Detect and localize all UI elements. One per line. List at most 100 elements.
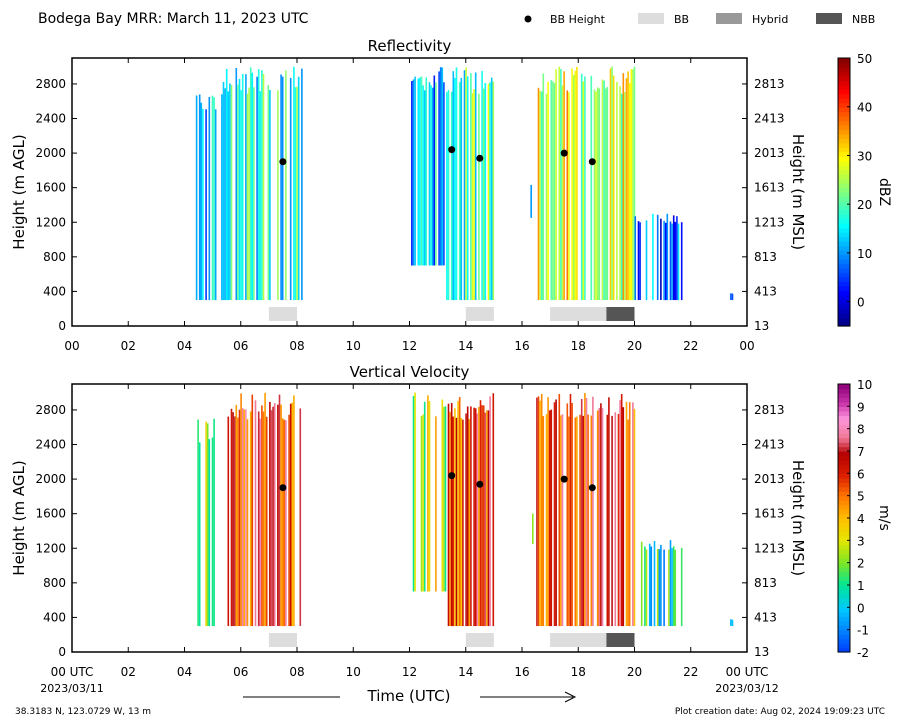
colorbar-segment (838, 580, 850, 586)
heatmap-column-3 (466, 76, 469, 301)
heatmap-column-6 (640, 541, 643, 627)
heatmap-column-2 (428, 401, 431, 592)
y-tick-label-3: 1200 (35, 215, 66, 229)
colorbar-segment (838, 196, 850, 202)
colorbar-segment (838, 205, 850, 211)
heatmap-column-5 (617, 414, 620, 627)
colorbar-segment (838, 437, 850, 443)
y-axis-label-0: Height (m AGL) (10, 134, 28, 249)
heatmap-column-5 (614, 412, 617, 626)
heatmap-column-0 (213, 418, 215, 627)
heatmap-column-1 (264, 392, 266, 626)
heatmap-column-3 (458, 397, 461, 626)
heatmap-column-5 (606, 87, 609, 300)
heatmap-column-6 (645, 549, 648, 627)
colorbar-frame-0 (837, 57, 851, 327)
heatmap-column-5 (569, 393, 572, 627)
colorbar-tick-label-2: 0 (857, 601, 865, 615)
heatmap-column-3 (455, 67, 458, 301)
x-axis-label: Time (UTC) (367, 687, 451, 705)
heatmap-column-1 (227, 416, 230, 626)
x-tick-label-10: 20 (627, 665, 642, 679)
colorbar-segment (838, 160, 850, 166)
heatmap-column-5 (568, 92, 570, 300)
colorbar-segment (838, 183, 850, 189)
legend-label-1: BB (674, 13, 689, 26)
colorbar-segment (838, 625, 850, 631)
y-tick-label-1: 400 (43, 610, 66, 624)
bb-height-point-1 (448, 472, 456, 480)
heatmap-column-1 (246, 419, 249, 627)
heatmap-column-1 (238, 409, 241, 626)
heatmap-column-7 (731, 293, 734, 301)
colorbar-segment (838, 384, 850, 390)
heatmap-column-6 (656, 548, 659, 626)
heatmap-column-3 (478, 93, 480, 301)
colorbar-segment (838, 558, 850, 564)
colorbar-segment (838, 299, 850, 305)
heatmap-column-1 (277, 90, 279, 301)
heatmap-column-3 (450, 91, 453, 301)
heatmap-column-6 (637, 221, 640, 301)
colorbar-segment (838, 236, 850, 242)
heatmap-column-1 (235, 68, 238, 301)
heatmap-column-1 (229, 83, 231, 300)
colorbar-segment (838, 227, 850, 233)
colorbar-tick-label-10: 8 (857, 423, 865, 437)
colorbar-segment (838, 464, 850, 470)
heatmap-column-0 (214, 109, 217, 301)
heatmap-column-1 (261, 70, 263, 300)
heatmap-column-5 (590, 75, 593, 300)
colorbar-segment (838, 629, 850, 635)
heatmap-column-1 (297, 76, 300, 301)
heatmap-column-1 (230, 84, 233, 301)
y-tick-label-1: 400 (43, 284, 66, 298)
colorbar-segment (838, 392, 850, 398)
colorbar-segment (838, 647, 850, 653)
heatmap-column-1 (289, 403, 292, 627)
heatmap-column-5 (547, 81, 549, 301)
colorbar-segment (838, 129, 850, 135)
x-tick-label-2: 04 (177, 665, 192, 679)
heatmap-column-5 (572, 75, 575, 301)
colorbar-segment (838, 513, 850, 519)
figure-legend: BB Height BB Hybrid NBB (524, 13, 875, 26)
heatmap-column-1 (221, 94, 223, 301)
heatmap-1 (197, 392, 734, 627)
colorbar-segment (838, 218, 850, 224)
x-tick-label-4: 08 (289, 339, 304, 353)
heatmap-column-6 (663, 220, 665, 301)
y-tick-label-right-7: 2813 (754, 77, 785, 91)
colorbar-segment (838, 549, 850, 555)
heatmap-column-5 (584, 393, 586, 627)
colorbar-segment (838, 245, 850, 251)
heatmap-column-3 (447, 403, 450, 627)
heatmap-column-3 (446, 92, 448, 301)
heatmap-column-3 (449, 411, 451, 626)
colorbar-segment (838, 531, 850, 537)
heatmap-column-2 (422, 85, 424, 266)
x-tick-label-9: 18 (571, 665, 586, 679)
x-tick-label-1: 02 (121, 665, 136, 679)
y-tick-label-right-1: 413 (754, 284, 777, 298)
colorbar-segment (838, 473, 850, 479)
heatmap-column-2 (428, 82, 431, 266)
colorbar-segment (838, 616, 850, 622)
heatmap-column-5 (561, 85, 564, 301)
x-tick-label-2: 04 (177, 339, 192, 353)
heatmap-column-3 (463, 70, 466, 301)
heatmap-column-1 (280, 74, 282, 301)
bb-class-bar-2 (550, 633, 607, 647)
heatmap-column-2 (438, 71, 440, 266)
heatmap-column-1 (238, 78, 241, 301)
bb-height-point-4 (588, 484, 596, 492)
heatmap-column-0 (202, 108, 204, 301)
colorbar-segment (838, 142, 850, 148)
colorbar-segment (838, 415, 850, 421)
colorbar-tick-label-12: 10 (857, 378, 872, 392)
heatmap-column-3 (489, 82, 491, 300)
colorbar-tick-label-4: 40 (857, 101, 872, 115)
heatmap-column-1 (237, 417, 239, 627)
